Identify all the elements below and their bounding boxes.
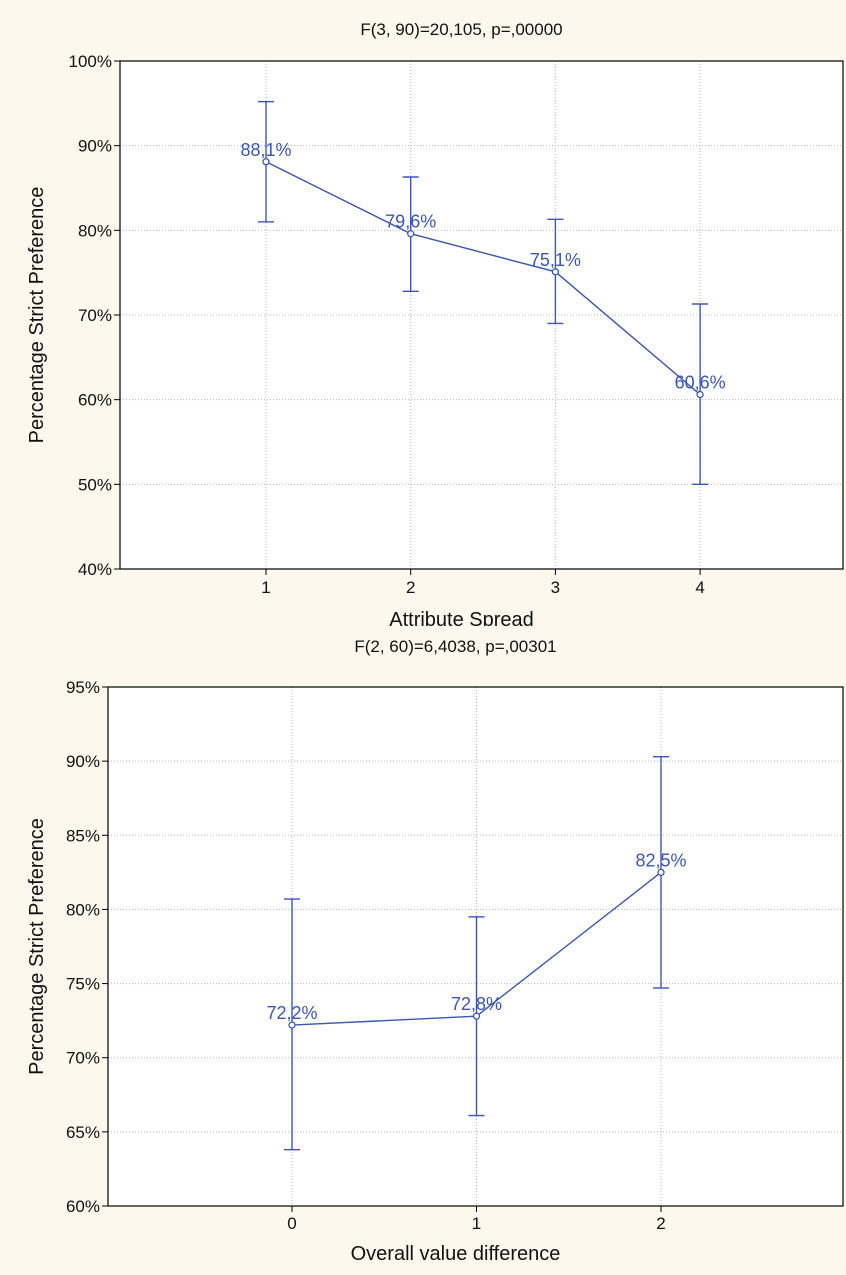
x-axis-label: Attribute Spread [389,609,534,631]
y-axis-label: Percentage Strict Preference [26,818,48,1075]
data-point [657,868,665,877]
y-axis-label: Percentage Strict Preference [26,187,48,444]
y-tick-label: 40% [78,560,112,579]
y-tick-label: 95% [66,678,100,697]
data-label: 75,1% [530,250,581,270]
data-point [407,230,415,238]
data-label: 88,1% [240,140,291,160]
plot-frame [107,686,844,1207]
chart-title: F(3, 90)=20,105, p=,00000 [360,20,562,39]
y-tick-label: 90% [78,137,112,156]
y-tick-label: 65% [66,1123,100,1142]
x-tick-label: 1 [472,1214,481,1233]
data-label: 72,2% [266,1003,317,1023]
data-label: 72,8% [451,994,502,1014]
data-point [288,1021,296,1029]
series-line [265,161,701,396]
x-tick-label: 0 [287,1214,296,1233]
data-point [551,268,560,276]
y-tick-label: 100% [69,52,112,71]
chart-panel-1: F(3, 90)=20,105, p=,00000 40% 50% 60% 70% 80%… [0,0,846,631]
chart-title: F(2, 60)=6,4038, p=,00301 [354,637,556,656]
x-tick-label: 2 [656,1214,665,1233]
y-tick-label: 85% [66,826,100,845]
y-tick-label: 60% [78,391,112,410]
data-point [696,390,704,399]
y-tick-label: 50% [78,475,112,494]
y-tick-label: 80% [66,900,100,919]
y-tick-label: 70% [66,1049,100,1068]
data-point [472,1012,481,1020]
x-tick-label: 3 [551,578,560,597]
y-tick-label: 80% [78,221,112,240]
data-label: 82,5% [635,850,686,870]
x-axis-label: Overall value difference [351,1243,561,1265]
plot-area [108,687,843,1206]
y-tick-label: 60% [66,1197,100,1216]
data-label: 79,6% [385,212,436,232]
data-point [262,158,270,166]
y-tick-label: 70% [78,306,112,325]
x-tick-label: 1 [261,578,270,597]
data-label: 60,6% [675,373,726,393]
x-tick-label: 2 [406,578,415,597]
y-tick-label: 90% [66,752,100,771]
chart-panel-2: F(2, 60)=6,4038, p=,00301 60% 65% 70% 75% 80%… [0,626,846,1275]
x-tick-label: 4 [695,578,704,597]
y-tick-label: 75% [66,975,100,994]
